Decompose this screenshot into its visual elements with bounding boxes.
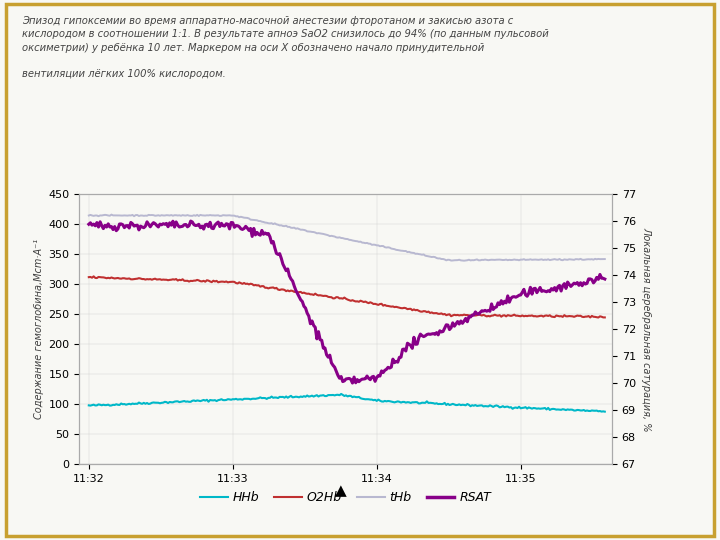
Text: ▲: ▲ bbox=[335, 483, 346, 498]
Y-axis label: Локальная церебральная сатурация, %: Локальная церебральная сатурация, % bbox=[642, 227, 652, 431]
Text: Эпизод гипоксемии во время аппаратно-масочной анестезии фторотаном и закисью азо: Эпизод гипоксемии во время аппаратно-мас… bbox=[22, 16, 549, 79]
Y-axis label: Содержание гемоглобина,Мсm·А⁻¹: Содержание гемоглобина,Мсm·А⁻¹ bbox=[34, 239, 44, 420]
Legend: HHb, O2Hb, tHb, RSAT: HHb, O2Hb, tHb, RSAT bbox=[195, 487, 496, 509]
